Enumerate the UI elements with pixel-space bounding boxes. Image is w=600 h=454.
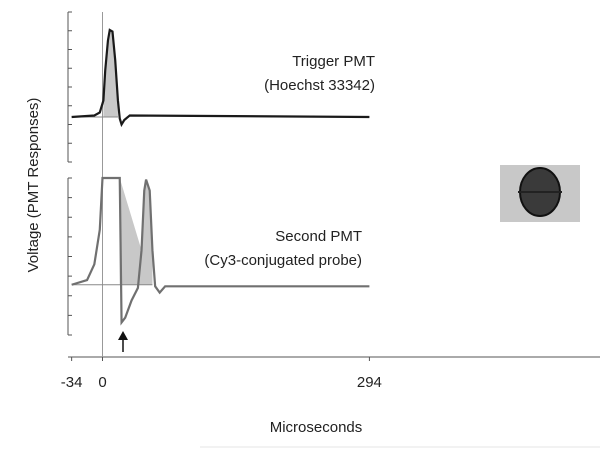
series-name: Trigger PMT [292, 53, 375, 70]
peak-area [119, 178, 153, 285]
x-tick-label: -34 [61, 374, 83, 391]
cell-image [500, 165, 580, 222]
series-subtitle: (Hoechst 33342) [264, 77, 375, 94]
trace [71, 176, 370, 326]
x-tick-label: 0 [98, 374, 106, 391]
series-name: Second PMT [275, 228, 362, 245]
trace [71, 28, 370, 128]
series-subtitle: (Cy3-conjugated probe) [204, 252, 362, 269]
x-tick-label: 294 [357, 374, 382, 391]
y-axis-label: Voltage (PMT Responses) [25, 98, 42, 273]
x-axis-label: Microseconds [270, 419, 363, 436]
arrow [118, 331, 128, 352]
